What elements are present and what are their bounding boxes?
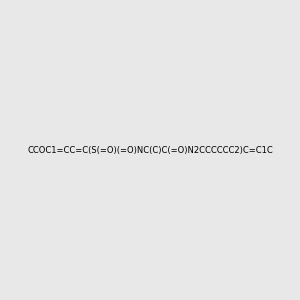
Text: CCOC1=CC=C(S(=O)(=O)NC(C)C(=O)N2CCCCCC2)C=C1C: CCOC1=CC=C(S(=O)(=O)NC(C)C(=O)N2CCCCCC2)… <box>27 146 273 154</box>
